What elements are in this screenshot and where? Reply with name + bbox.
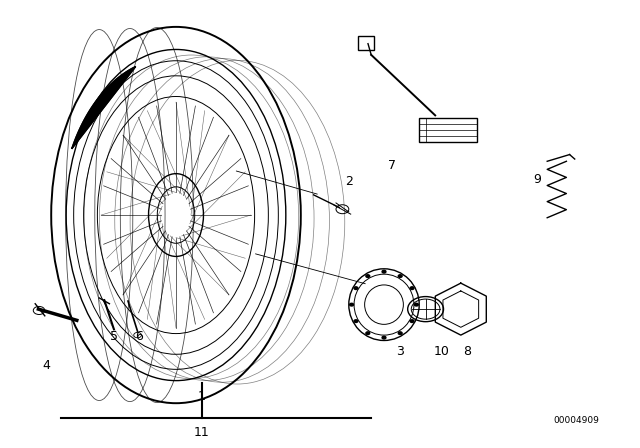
Text: 1: 1 <box>198 390 205 403</box>
Circle shape <box>410 287 414 289</box>
Text: 7: 7 <box>388 159 396 172</box>
Text: 11: 11 <box>194 426 209 439</box>
Text: 3: 3 <box>396 345 404 358</box>
Circle shape <box>366 332 370 335</box>
Circle shape <box>410 320 414 323</box>
Circle shape <box>382 270 386 273</box>
Circle shape <box>354 287 358 289</box>
Circle shape <box>398 332 402 335</box>
Text: 2: 2 <box>345 175 353 188</box>
Text: 6: 6 <box>136 329 143 343</box>
Circle shape <box>354 320 358 323</box>
Text: 4: 4 <box>42 358 50 372</box>
Text: 5: 5 <box>110 329 118 343</box>
Circle shape <box>382 336 386 339</box>
Text: 10: 10 <box>434 345 449 358</box>
Text: 00004909: 00004909 <box>553 416 599 425</box>
Polygon shape <box>72 66 136 149</box>
Polygon shape <box>72 66 136 149</box>
Text: 8: 8 <box>463 345 471 358</box>
Circle shape <box>415 303 419 306</box>
Text: 9: 9 <box>534 172 541 186</box>
Circle shape <box>349 303 353 306</box>
Circle shape <box>398 275 402 277</box>
Circle shape <box>366 275 370 277</box>
